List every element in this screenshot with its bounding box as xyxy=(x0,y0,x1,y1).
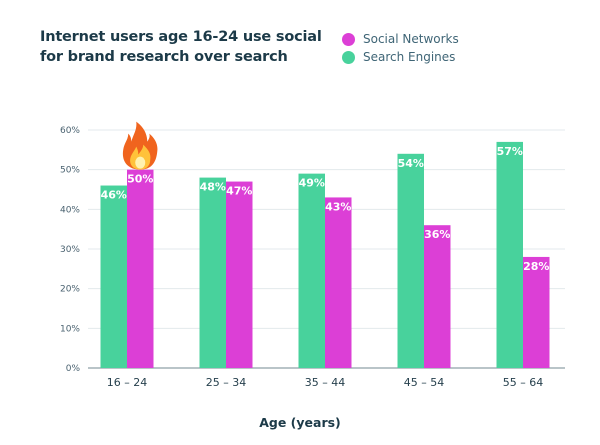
data-label: 49% xyxy=(299,177,325,190)
bar-search xyxy=(100,185,127,368)
x-tick-label: 55 – 64 xyxy=(503,376,544,389)
data-label: 47% xyxy=(226,185,252,198)
bar-social xyxy=(424,225,451,368)
legend-item-search: Search Engines xyxy=(342,48,459,66)
bar-social xyxy=(325,197,352,368)
legend-item-social: Social Networks xyxy=(342,30,459,48)
y-tick-label: 60% xyxy=(60,126,80,136)
bar-search xyxy=(199,177,226,368)
data-label: 36% xyxy=(424,228,450,241)
x-tick-label: 35 – 44 xyxy=(305,376,346,389)
data-label: 43% xyxy=(325,200,351,213)
y-tick-label: 40% xyxy=(60,205,80,215)
chart-title: Internet users age 16-24 use social for … xyxy=(40,29,322,65)
legend-label-social: Social Networks xyxy=(363,32,459,46)
y-tick-label: 30% xyxy=(60,245,80,255)
x-tick-label: 25 – 34 xyxy=(206,376,247,389)
y-tick-label: 0% xyxy=(66,364,81,374)
data-label: 28% xyxy=(523,260,549,273)
data-label: 50% xyxy=(127,173,153,186)
legend: Social Networks Search Engines xyxy=(342,30,459,66)
bar-search xyxy=(397,153,424,368)
y-tick-label: 10% xyxy=(60,324,80,334)
x-tick-label: 16 – 24 xyxy=(107,376,148,389)
y-tick-label: 50% xyxy=(60,166,80,176)
bar-social xyxy=(127,169,154,368)
data-label: 48% xyxy=(200,181,226,194)
y-tick-label: 20% xyxy=(60,285,80,295)
bar-social xyxy=(226,181,253,368)
legend-swatch-search xyxy=(342,50,355,64)
legend-swatch-social xyxy=(342,32,355,46)
data-label: 46% xyxy=(101,189,127,202)
data-label: 57% xyxy=(497,145,523,158)
data-label: 54% xyxy=(398,157,424,170)
x-tick-label: 45 – 54 xyxy=(404,376,445,389)
fire-icon xyxy=(122,121,158,170)
bar-search xyxy=(298,173,325,368)
legend-label-search: Search Engines xyxy=(363,50,456,64)
x-axis-label: Age (years) xyxy=(259,415,341,430)
bar-search xyxy=(496,141,523,368)
bar-social xyxy=(523,256,550,368)
